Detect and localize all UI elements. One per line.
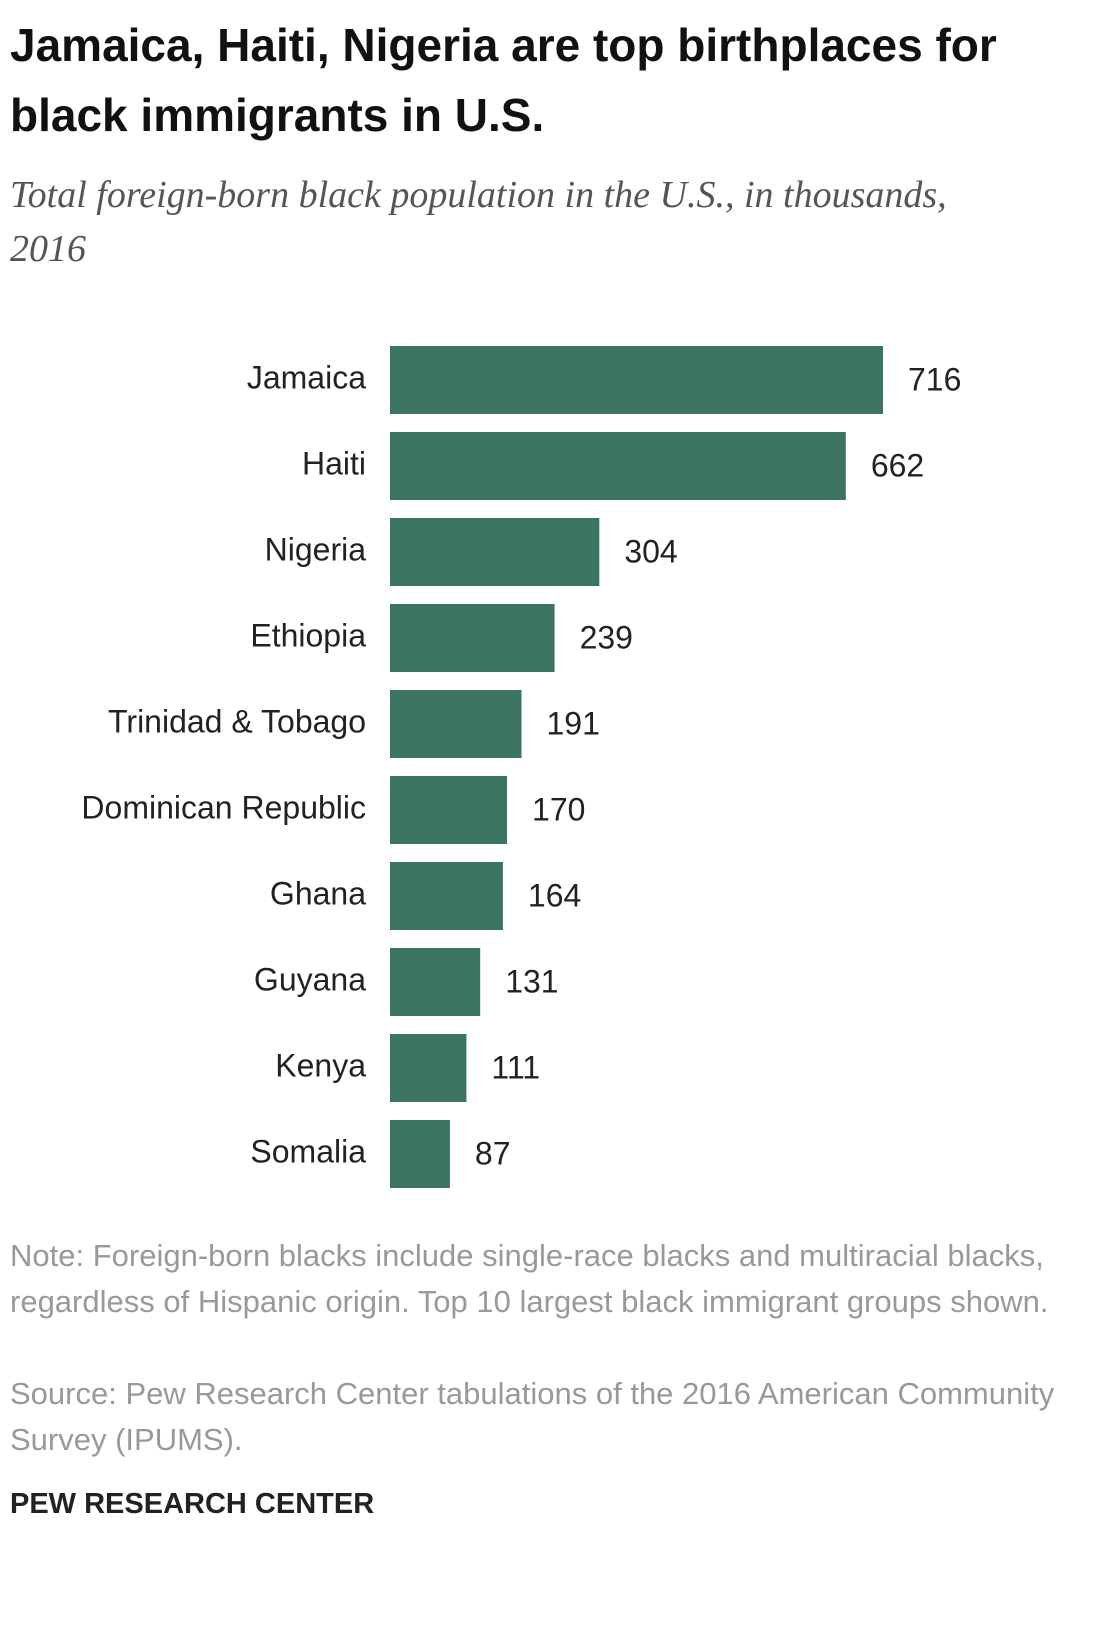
- category-label: Dominican Republic: [81, 789, 366, 825]
- category-label: Trinidad & Tobago: [108, 703, 366, 739]
- category-label: Nigeria: [265, 531, 367, 567]
- bar: [390, 690, 522, 758]
- value-label: 304: [624, 533, 677, 569]
- value-label: 191: [547, 705, 600, 741]
- value-label: 170: [532, 791, 585, 827]
- value-label: 164: [528, 877, 581, 913]
- note: Note: Foreign-born blacks include single…: [10, 1238, 1049, 1319]
- bar: [390, 1120, 450, 1188]
- value-label: 662: [871, 447, 924, 483]
- value-label: 131: [505, 963, 558, 999]
- category-label: Kenya: [275, 1047, 366, 1083]
- bar: [390, 948, 481, 1016]
- category-label: Haiti: [302, 445, 366, 481]
- bar: [390, 1034, 467, 1102]
- bar: [390, 604, 555, 672]
- bar: [390, 776, 508, 844]
- category-label: Ghana: [270, 875, 366, 911]
- chart: Jamaica 716 Haiti 662 Nigeria 304 Ethiopia 239 T…: [81, 346, 961, 1188]
- value-label: 111: [491, 1049, 540, 1085]
- bar: [390, 518, 600, 586]
- credit: PEW RESEARCH CENTER: [10, 1488, 375, 1520]
- source: Source: Pew Research Center tabulations …: [10, 1376, 1055, 1457]
- category-label: Jamaica: [247, 359, 366, 395]
- value-label: 87: [475, 1135, 511, 1171]
- chart-title: Jamaica, Haiti, Nigeria are top birthpla…: [10, 19, 997, 141]
- bar: [390, 346, 883, 414]
- bar: [390, 432, 846, 500]
- value-label: 716: [908, 361, 961, 397]
- category-label: Guyana: [254, 961, 366, 997]
- category-label: Somalia: [250, 1133, 366, 1169]
- value-label: 239: [580, 619, 633, 655]
- bar: [390, 862, 503, 930]
- chart-subtitle: Total foreign-born black population in t…: [10, 174, 947, 270]
- category-label: Ethiopia: [250, 617, 366, 653]
